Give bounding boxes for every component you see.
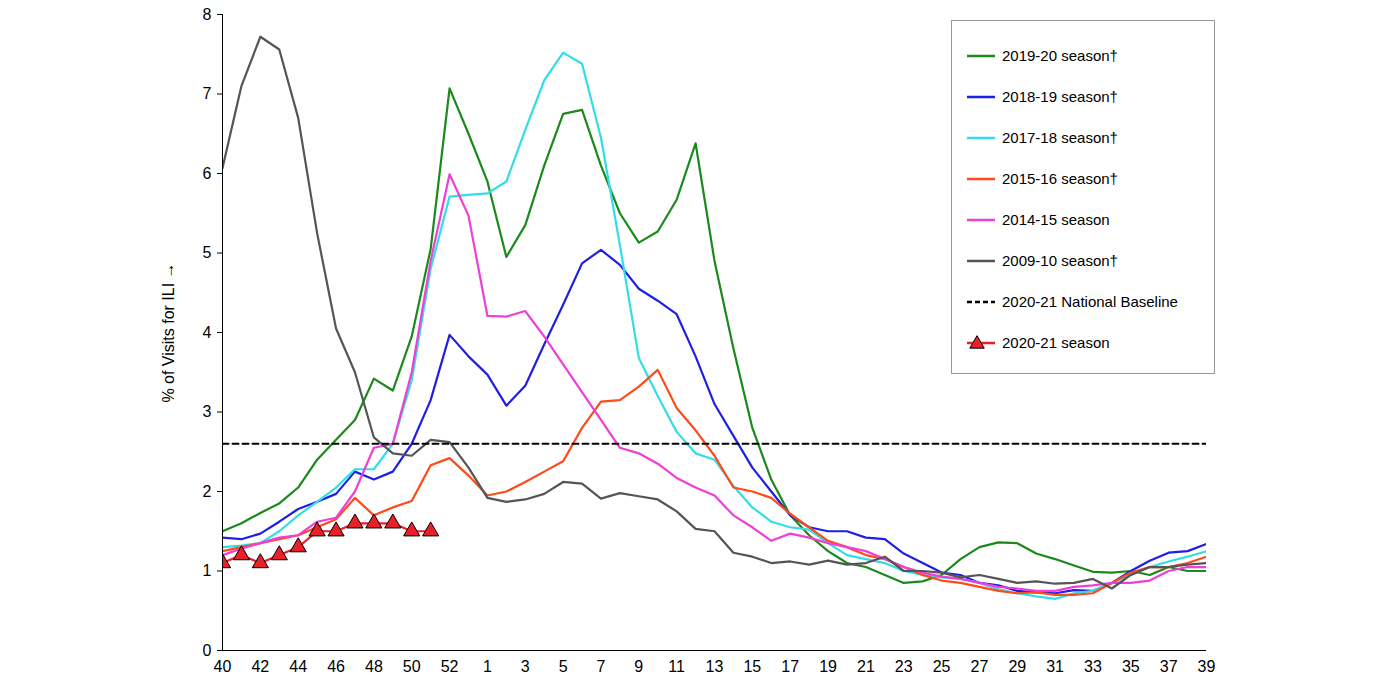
svg-text:33: 33: [1084, 658, 1102, 675]
html-text:2019-20 season†: 2019-20 season†: [1002, 47, 1118, 64]
svg-text:7: 7: [203, 85, 212, 102]
svg-text:15: 15: [743, 658, 761, 675]
svg-text:44: 44: [289, 658, 307, 675]
svg-text:39: 39: [1198, 658, 1216, 675]
html-text:2020-21 season: 2020-21 season: [1002, 334, 1110, 351]
svg-text:21: 21: [857, 658, 875, 675]
svg-text:3: 3: [521, 658, 530, 675]
svg-text:13: 13: [706, 658, 724, 675]
svg-text:46: 46: [327, 658, 345, 675]
html-text:2018-19 season†: 2018-19 season†: [1002, 88, 1118, 105]
svg-text:1: 1: [483, 658, 492, 675]
svg-text:37: 37: [1160, 658, 1178, 675]
svg-text:31: 31: [1046, 658, 1064, 675]
html-text:2014-15 season: 2014-15 season: [1002, 211, 1110, 228]
svg-text:25: 25: [933, 658, 951, 675]
svg-text:29: 29: [1008, 658, 1026, 675]
svg-text:2: 2: [203, 483, 212, 500]
svg-text:6: 6: [203, 165, 212, 182]
html-text:2020-21 National Baseline: 2020-21 National Baseline: [1002, 293, 1178, 310]
svg-text:48: 48: [365, 658, 383, 675]
html-text:2009-10 season†: 2009-10 season†: [1002, 252, 1118, 269]
html-text:2015-16 season†: 2015-16 season†: [1002, 170, 1118, 187]
svg-text:% of Visits for ILI →: % of Visits for ILI →: [160, 262, 177, 402]
svg-text:5: 5: [203, 244, 212, 261]
svg-text:40: 40: [214, 658, 232, 675]
svg-text:35: 35: [1122, 658, 1140, 675]
svg-text:1: 1: [203, 562, 212, 579]
svg-text:0: 0: [203, 642, 212, 659]
svg-text:52: 52: [441, 658, 459, 675]
svg-text:7: 7: [597, 658, 606, 675]
svg-text:42: 42: [251, 658, 269, 675]
svg-text:9: 9: [634, 658, 643, 675]
svg-text:4: 4: [203, 324, 212, 341]
html-text:2017-18 season†: 2017-18 season†: [1002, 129, 1118, 146]
svg-text:23: 23: [895, 658, 913, 675]
svg-text:19: 19: [819, 658, 837, 675]
svg-text:8: 8: [203, 6, 212, 23]
svg-text:11: 11: [668, 658, 685, 675]
svg-text:5: 5: [559, 658, 568, 675]
svg-text:27: 27: [971, 658, 989, 675]
svg-text:50: 50: [403, 658, 421, 675]
svg-text:17: 17: [781, 658, 799, 675]
svg-text:3: 3: [203, 403, 212, 420]
